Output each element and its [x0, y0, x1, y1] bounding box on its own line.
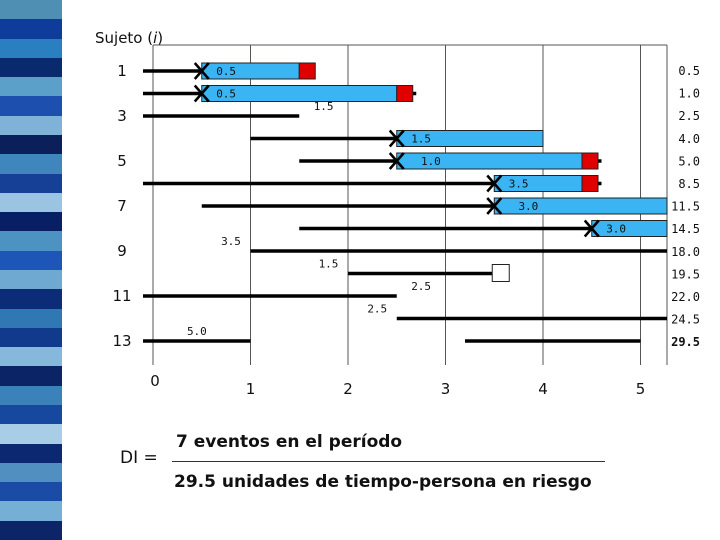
stripe-block	[0, 115, 62, 136]
post-event-box	[591, 220, 668, 237]
cumulative-value: 29.5	[671, 335, 700, 349]
event-marker-square	[581, 175, 599, 192]
stripe-block	[0, 173, 62, 194]
stripe-block	[0, 231, 62, 252]
x-tick-label: 2	[343, 380, 353, 398]
stripe-block	[0, 405, 62, 425]
cumulative-value: 14.5	[671, 222, 700, 236]
y-tick-label: 5	[117, 152, 127, 170]
exposure-label: 0.5	[216, 65, 236, 78]
event-cross-icon	[486, 174, 503, 193]
exposure-label: 3.5	[221, 235, 241, 248]
fraction-line	[172, 461, 605, 462]
cumulative-value: 5.0	[678, 154, 700, 168]
stripe-block	[0, 520, 62, 540]
density-formula: DI = 7 eventos en el período 29.5 unidad…	[120, 430, 620, 500]
event-cross-icon	[486, 197, 503, 215]
cumulative-value: 0.5	[678, 64, 700, 78]
formula-label: DI =	[120, 448, 158, 468]
cumulative-value: 8.5	[678, 177, 700, 191]
event-cross-icon	[583, 219, 600, 238]
x-tick-label: 0	[150, 372, 160, 390]
decorative-stripe	[0, 0, 62, 540]
stripe-block	[0, 96, 62, 117]
event-marker-square	[581, 152, 599, 170]
exposure-label: 1.5	[411, 133, 431, 146]
stripe-block	[0, 424, 62, 445]
stripe-block	[0, 192, 62, 213]
exposure-label: 3.0	[606, 223, 626, 236]
stripe-block	[0, 385, 62, 406]
cumulative-value: 19.5	[671, 267, 700, 281]
post-event-box	[493, 175, 583, 192]
stripe-block	[0, 154, 62, 175]
cumulative-value: 4.0	[678, 132, 700, 146]
stripe-block	[0, 347, 62, 367]
y-axis-title: Sujeto (i)	[95, 29, 163, 47]
exposure-label: 1.5	[319, 258, 339, 271]
subject-bars: 0.5 0.5 1.5 1.5 1.0 3.5 3.0 3.0 3.5 1.5 2.5 2.5 5.0	[143, 62, 668, 343]
stripe-block	[0, 38, 62, 59]
y-tick-label: 7	[117, 197, 127, 215]
cumulative-value: 22.0	[671, 290, 700, 304]
exposure-label: 0.5	[216, 88, 236, 101]
formula-numerator: 7 eventos en el período	[176, 432, 403, 452]
cumulative-value: 1.0	[678, 87, 700, 101]
stripe-block	[0, 366, 62, 387]
stripe-block	[0, 308, 62, 329]
exposure-label: 5.0	[187, 325, 207, 338]
stripe-block	[0, 443, 62, 464]
event-cross-icon	[193, 84, 210, 103]
stripe-block	[0, 462, 62, 483]
stripe-block	[0, 270, 62, 290]
exposure-label: 2.5	[367, 303, 387, 316]
event-marker-square	[396, 85, 414, 102]
y-tick-label: 1	[117, 62, 127, 80]
cumulative-value: 11.5	[671, 200, 700, 214]
stripe-block	[0, 212, 62, 232]
stripe-block	[0, 0, 62, 20]
x-tick-label: 3	[441, 380, 451, 398]
risk-time-diagram: Sujeto (i) 0.5 0.5 1.5 1.5 1.0 3.5 3.0 3.0 3.5 1.…	[95, 29, 700, 398]
cumulative-totals: 0.5 1.0 2.5 4.0 5.0 8.5 11.5 14.5 18.0 19.5 22.0 24…	[671, 64, 700, 349]
exposure-label: 2.5	[411, 280, 431, 293]
formula-denominator: 29.5 unidades de tiempo-persona en riesg…	[174, 472, 592, 492]
x-axis-ticks: 0 1 2 3 4 5	[150, 372, 645, 398]
cumulative-value: 24.5	[671, 313, 700, 327]
stripe-block	[0, 19, 62, 40]
stripe-block	[0, 482, 62, 502]
x-tick-label: 5	[636, 380, 646, 398]
x-tick-label: 1	[246, 380, 256, 398]
event-cross-icon	[193, 62, 210, 80]
event-cross-icon	[388, 152, 405, 170]
stripe-block	[0, 250, 62, 271]
lost-followup-square	[491, 264, 510, 282]
stripe-block	[0, 327, 62, 348]
stripe-block	[0, 501, 62, 522]
event-marker-square	[298, 62, 316, 80]
y-tick-label: 13	[112, 332, 131, 350]
exposure-label: 1.5	[314, 100, 334, 113]
stripe-block	[0, 289, 62, 310]
cumulative-value: 2.5	[678, 109, 700, 123]
y-tick-label: 9	[117, 242, 127, 260]
y-tick-label: 3	[117, 107, 127, 125]
stripe-block	[0, 135, 62, 155]
x-tick-label: 4	[538, 380, 548, 398]
stripe-block	[0, 77, 62, 97]
event-cross-icon	[388, 129, 405, 148]
exposure-label: 3.5	[509, 178, 529, 191]
y-tick-label: 11	[112, 287, 131, 305]
stripe-block	[0, 57, 62, 78]
exposure-label: 3.0	[518, 200, 538, 213]
cumulative-value: 18.0	[671, 245, 700, 259]
exposure-label: 1.0	[421, 155, 441, 168]
